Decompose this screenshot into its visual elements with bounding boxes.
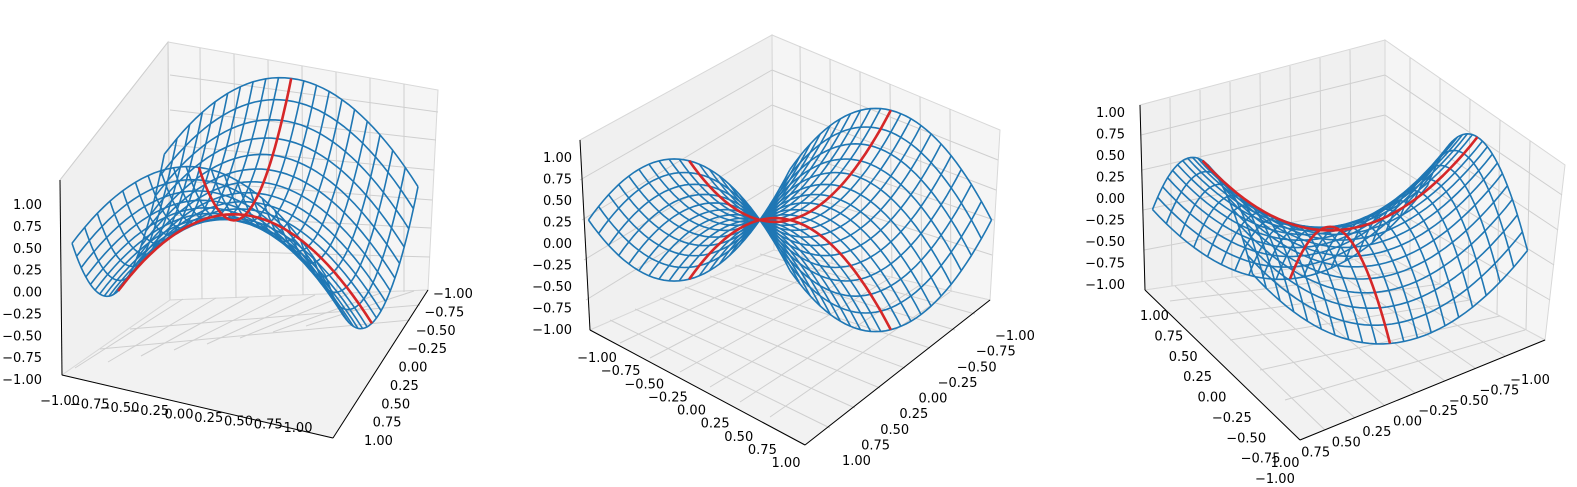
z-tick-label: 0.00 (13, 286, 42, 301)
x-tick-label: 0.75 (748, 443, 777, 458)
tick-labels: 1.000.750.500.250.00−0.25−0.50−0.75−1.00… (2, 106, 1550, 487)
y-tick-label: 0.75 (1154, 329, 1183, 344)
panel-2-axes (579, 139, 991, 446)
y-tick-label: 0.00 (399, 361, 428, 376)
panel-1-axes (59, 179, 429, 439)
z-tick-label: −0.50 (532, 280, 572, 295)
surface-2 (587, 107, 993, 333)
x-tick-label: 0.50 (224, 414, 253, 429)
surfaces (71, 76, 1529, 345)
x-tick-label: −0.50 (1449, 394, 1489, 409)
y-tick-label: −0.25 (938, 376, 978, 391)
z-tick-label: −1.00 (532, 323, 572, 338)
x-tick-label: −0.75 (601, 364, 641, 379)
z-tick-label: −0.25 (2, 307, 42, 322)
y-tick-label: 0.50 (1169, 350, 1198, 365)
x-tick-label: 1.00 (772, 456, 801, 471)
x-tick-label: −0.75 (70, 397, 110, 412)
z-tick-label: 1.00 (1096, 106, 1125, 121)
y-tick-label: −0.50 (1226, 431, 1266, 446)
highlight-curve (1201, 136, 1479, 232)
y-tick-label: −0.75 (1241, 452, 1281, 467)
x-tick-label: 0.50 (724, 430, 753, 445)
y-tick-label: 0.00 (1198, 391, 1227, 406)
y-tick-label: −0.75 (976, 345, 1016, 360)
y-tick-label: 1.00 (842, 454, 871, 469)
x-tick-label: 1.00 (284, 421, 313, 436)
x-tick-label: 0.25 (1362, 425, 1391, 440)
panel-2-grid (579, 45, 999, 429)
z-tick-label: 0.25 (543, 216, 572, 231)
z-tick-label: 0.25 (1096, 171, 1125, 186)
z-tick-label: 0.75 (13, 220, 42, 235)
z-tick-label: 0.00 (1096, 192, 1125, 207)
y-tick-label: 0.25 (899, 407, 928, 422)
y-tick-label: −1.00 (433, 287, 473, 302)
z-tick-label: 0.50 (543, 194, 572, 209)
x-tick-label: −0.25 (1418, 404, 1458, 419)
panel-3-grid (1140, 49, 1563, 431)
x-tick-label: −1.00 (1510, 373, 1550, 388)
x-tick-label: 0.50 (1332, 435, 1361, 450)
x-tick-label: 0.00 (165, 408, 194, 423)
y-tick-label: −0.25 (1212, 411, 1252, 426)
y-tick-label: 0.75 (373, 416, 402, 431)
y-tick-label: 1.00 (364, 434, 393, 449)
z-tick-label: −0.25 (1085, 214, 1125, 229)
y-tick-label: −0.50 (957, 360, 997, 375)
surface-1 (71, 76, 419, 330)
surface-3 (1151, 133, 1529, 345)
z-tick-label: −0.75 (532, 302, 572, 317)
x-tick-label: −1.00 (40, 394, 80, 409)
z-tick-label: 1.00 (13, 198, 42, 213)
z-tick-label: 0.75 (543, 173, 572, 188)
z-tick-label: −1.00 (1085, 278, 1125, 293)
y-tick-label: −0.50 (416, 324, 456, 339)
z-tick-label: 0.50 (13, 242, 42, 257)
highlight-curve (197, 78, 293, 222)
y-tick-label: −0.25 (407, 342, 447, 357)
x-tick-label: 0.75 (1301, 446, 1330, 461)
x-tick-label: 0.75 (254, 418, 283, 433)
x-tick-label: −0.25 (648, 390, 688, 405)
panel-1 (59, 40, 439, 439)
z-tick-label: −0.75 (1085, 257, 1125, 272)
y-tick-label: 0.50 (880, 423, 909, 438)
y-tick-label: 0.50 (381, 397, 410, 412)
x-tick-label: 1.00 (1271, 456, 1300, 471)
x-tick-label: −1.00 (577, 351, 617, 366)
x-tick-label: 0.00 (677, 404, 706, 419)
z-tick-label: −0.75 (2, 351, 42, 366)
y-tick-label: −1.00 (995, 329, 1035, 344)
z-tick-label: −0.25 (532, 259, 572, 274)
highlight-curve (688, 109, 892, 224)
y-tick-label: 0.25 (1183, 370, 1212, 385)
x-tick-label: −0.50 (100, 401, 140, 416)
z-tick-label: 0.50 (1096, 149, 1125, 164)
x-tick-label: 0.25 (701, 417, 730, 432)
x-tick-label: −0.25 (129, 404, 169, 419)
x-tick-label: −0.50 (624, 377, 664, 392)
x-tick-label: −0.75 (1479, 383, 1519, 398)
z-tick-label: −0.50 (1085, 235, 1125, 250)
x-tick-label: 0.00 (1393, 415, 1422, 430)
z-tick-label: 0.75 (1096, 128, 1125, 143)
y-tick-label: −1.00 (1255, 472, 1295, 487)
panel-3-axes (1139, 104, 1546, 441)
z-tick-label: 0.25 (13, 264, 42, 279)
y-tick-label: −0.75 (424, 305, 464, 320)
z-tick-label: 1.00 (543, 151, 572, 166)
y-tick-label: 1.00 (1140, 309, 1169, 324)
y-tick-label: 0.75 (861, 438, 890, 453)
y-tick-label: 0.00 (919, 392, 948, 407)
z-tick-label: −1.00 (2, 373, 42, 388)
z-tick-label: −0.50 (2, 329, 42, 344)
z-tick-label: 0.00 (543, 237, 572, 252)
y-tick-label: 0.25 (390, 379, 419, 394)
x-tick-label: 0.25 (194, 411, 223, 426)
